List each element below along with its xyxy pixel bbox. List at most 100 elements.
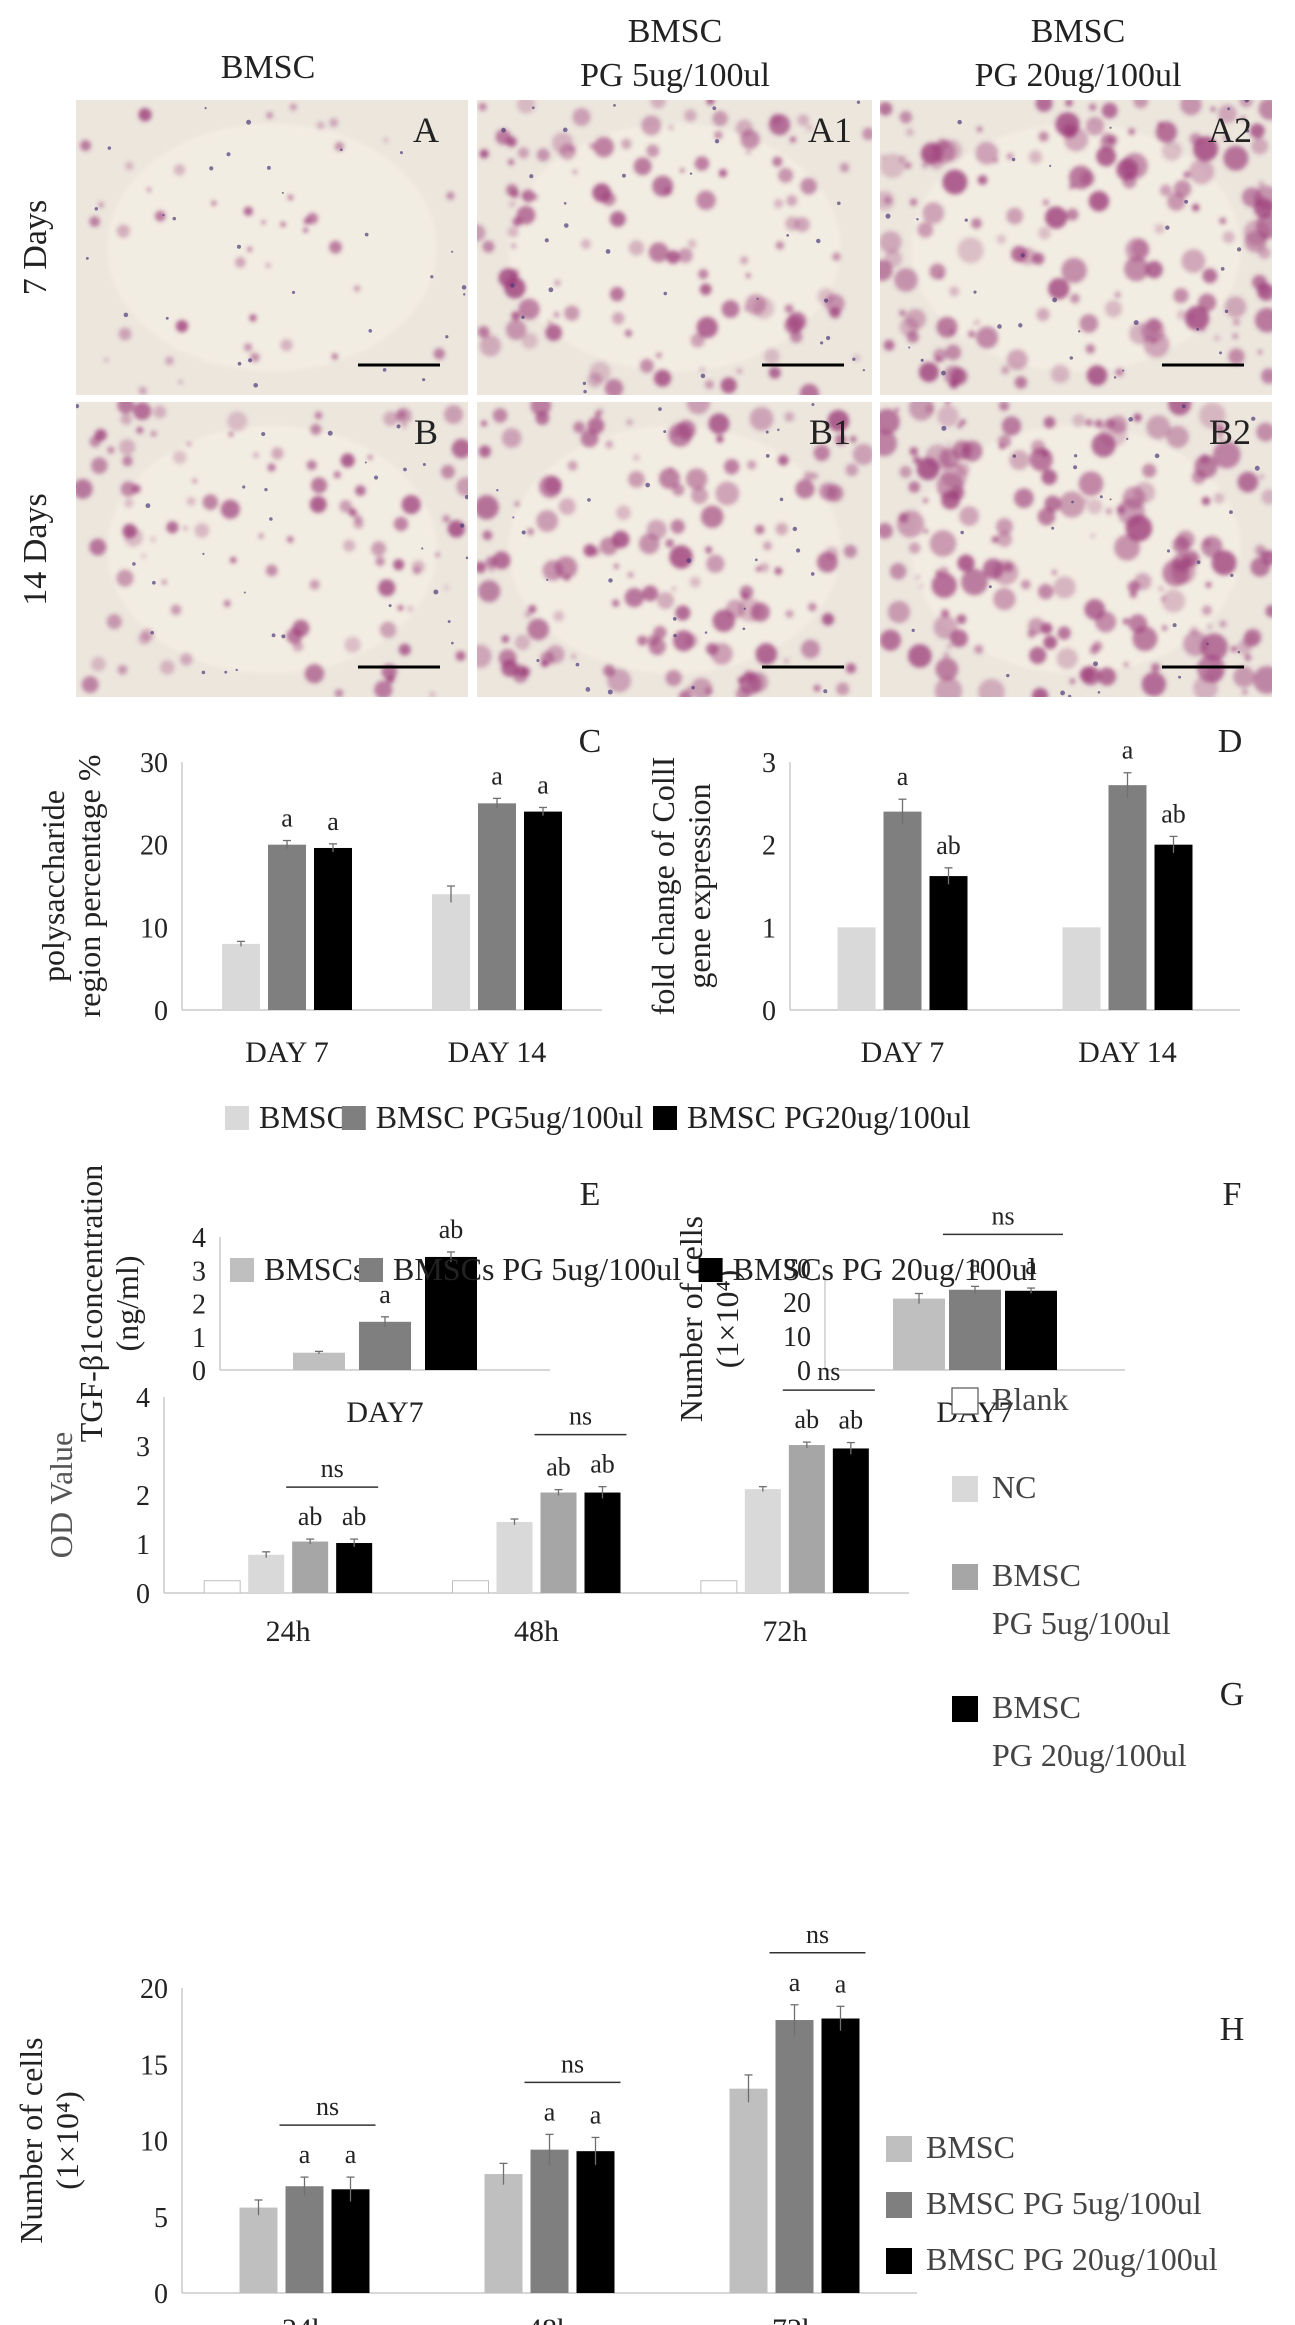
stain-blob — [962, 446, 969, 454]
stain-blob — [444, 585, 449, 591]
stain-blob — [1117, 157, 1139, 180]
y-tick-label: 2 — [762, 831, 776, 862]
debris-dot — [824, 298, 829, 303]
debris-dot — [364, 461, 367, 464]
panel-label: B — [414, 412, 438, 452]
stain-blob — [1253, 185, 1272, 211]
debris-dot — [663, 430, 667, 433]
stain-blob — [1051, 569, 1058, 575]
y-axis-label: region percentage % — [71, 755, 107, 1018]
stain-blob — [165, 356, 174, 366]
debris-dot — [825, 335, 831, 341]
stain-blob — [589, 361, 611, 383]
y-tick-label: 0 — [154, 996, 168, 1027]
legend-swatch — [341, 1106, 366, 1130]
stain-blob — [898, 512, 909, 523]
stain-blob — [1114, 291, 1121, 299]
stain-blob — [646, 144, 660, 158]
stain-blob — [655, 352, 662, 359]
stain-blob — [1128, 614, 1148, 633]
debris-dot — [1122, 369, 1125, 372]
stain-blob — [1028, 150, 1043, 164]
stain-blob — [1254, 544, 1266, 557]
stain-blob — [329, 118, 339, 128]
bar — [484, 2174, 523, 2293]
significance-label: ab — [1161, 799, 1186, 828]
stain-blob — [97, 201, 105, 209]
stain-blob — [334, 141, 345, 152]
stain-blob — [286, 628, 303, 644]
ns-label: ns — [561, 2049, 584, 2078]
debris-dot — [885, 213, 891, 219]
stain-blob — [665, 669, 682, 687]
debris-dot — [1073, 465, 1078, 470]
stain-blob — [937, 273, 945, 280]
legend-g: Blank NC BMSC PG 5ug/100ul BMSC PG 20ug/100ul — [951, 1381, 1187, 1773]
stain-blob — [1101, 132, 1114, 145]
debris-dot — [445, 335, 449, 339]
stain-blob — [609, 287, 625, 302]
stain-blob — [786, 195, 798, 207]
stain-blob — [1038, 131, 1049, 142]
stain-blob — [975, 326, 999, 349]
stain-blob — [348, 508, 357, 517]
column-header: BMSC — [628, 13, 723, 50]
significance-label: a — [537, 770, 549, 799]
stain-blob — [258, 534, 263, 539]
stain-blob — [1162, 625, 1168, 631]
stain-blob — [944, 402, 951, 406]
debris-dot — [1165, 225, 1170, 230]
stain-blob — [1230, 646, 1237, 653]
stain-blob — [402, 423, 407, 428]
micrograph-panel: B — [76, 402, 468, 697]
y-axis-label: (1×10⁴) — [49, 2091, 85, 2190]
debris-dot — [373, 475, 379, 480]
debris-dot — [1073, 454, 1078, 458]
stain-blob — [665, 538, 675, 548]
debris-dot — [246, 119, 252, 125]
debris-dot — [463, 293, 466, 296]
chart-panel-H: 0 5 10 15 20 Number of cells(1×10⁴) 24h 48h 72h a… — [13, 1920, 1244, 2325]
stain-blob — [192, 478, 197, 484]
debris-dot — [585, 687, 591, 692]
column-header: BMSC — [221, 49, 316, 86]
debris-dot — [1219, 351, 1222, 355]
stain-blob — [202, 494, 219, 510]
stain-blob — [935, 657, 959, 681]
stain-blob — [677, 248, 693, 263]
bar — [729, 2088, 768, 2293]
debris-dot — [862, 368, 866, 372]
stain-blob — [1251, 137, 1269, 155]
stain-blob — [1244, 654, 1252, 662]
x-tick-label: 24h — [282, 2313, 327, 2325]
y-axis-label: gene expression — [681, 783, 717, 988]
legend-label: PG 5ug/100ul — [992, 1605, 1171, 1641]
stain-blob — [799, 383, 820, 395]
significance-label: ab — [342, 1502, 367, 1531]
stain-blob — [517, 147, 530, 159]
stain-blob — [747, 460, 757, 470]
stain-blob — [1202, 268, 1218, 284]
debris-dot — [672, 617, 677, 621]
stain-blob — [706, 554, 725, 573]
micrograph-panel: B2 — [880, 402, 1272, 697]
stain-blob — [1097, 667, 1117, 686]
debris-dot — [291, 290, 296, 295]
stain-blob — [686, 686, 692, 692]
debris-dot — [1196, 327, 1200, 331]
stain-blob — [880, 430, 898, 457]
stain-blob — [1079, 666, 1096, 683]
debris-dot — [1196, 560, 1201, 565]
stain-blob — [941, 490, 961, 510]
stain-blob — [592, 183, 612, 203]
debris-dot — [1109, 498, 1112, 501]
stain-blob — [521, 189, 535, 203]
x-tick-label: 24h — [266, 1615, 311, 1648]
stain-blob — [1180, 100, 1202, 116]
significance-label: ab — [298, 1502, 323, 1531]
stain-blob — [845, 663, 857, 674]
stain-blob — [931, 572, 957, 599]
debris-dot — [587, 498, 591, 502]
debris-dot — [1229, 510, 1233, 515]
debris-dot — [941, 370, 946, 376]
